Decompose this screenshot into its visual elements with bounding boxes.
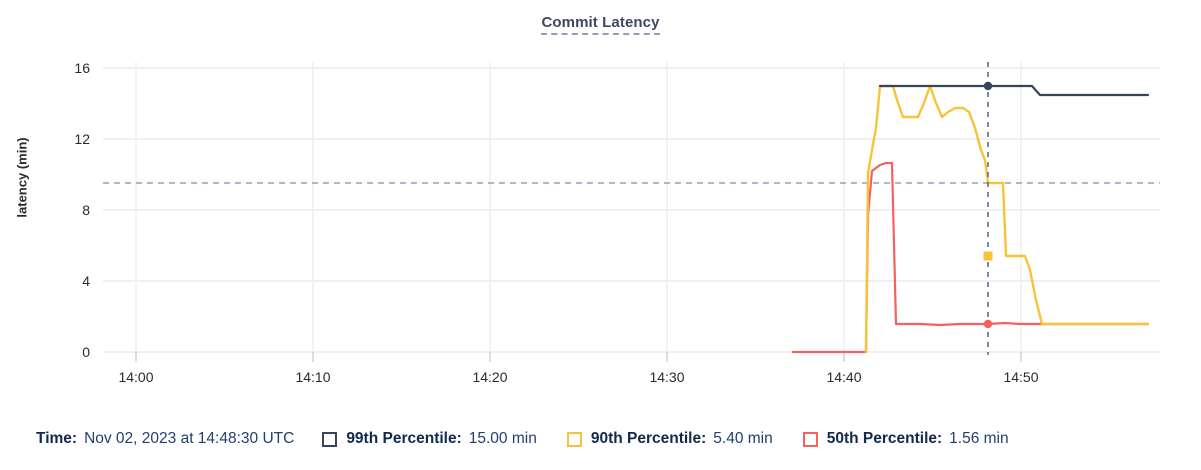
chart-legend: Time: Nov 02, 2023 at 14:48:30 UTC 99th … bbox=[0, 414, 1201, 464]
y-axis-title: latency (min) bbox=[14, 137, 30, 218]
legend-label-p90: 90th Percentile: bbox=[590, 430, 707, 447]
chart-title: Commit Latency bbox=[0, 14, 1201, 35]
x-tick-marks bbox=[135, 352, 1022, 362]
y-tick-4: 4 bbox=[82, 273, 90, 289]
series-line-p50 bbox=[791, 161, 1150, 354]
cursor-marker-p99 bbox=[983, 81, 993, 91]
legend-item-p50[interactable]: 50th Percentile: 1.56 min bbox=[802, 430, 1009, 448]
legend-swatch-p99 bbox=[322, 431, 338, 447]
legend-swatch-p50 bbox=[802, 431, 818, 447]
y-tick-8: 8 bbox=[82, 202, 90, 218]
x-tick-1420: 14:20 bbox=[472, 369, 507, 385]
x-tick-1430: 14:30 bbox=[649, 369, 684, 385]
cursor-marker-p50 bbox=[983, 319, 993, 329]
legend-time: Time: Nov 02, 2023 at 14:48:30 UTC bbox=[36, 430, 294, 448]
legend-value-p90: 5.40 min bbox=[713, 430, 773, 447]
y-gridlines bbox=[103, 67, 1160, 353]
legend-item-p99[interactable]: 99th Percentile: 15.00 min bbox=[322, 430, 537, 448]
legend-time-label: Time: bbox=[36, 430, 78, 447]
chart-title-text: Commit Latency bbox=[541, 14, 660, 35]
legend-label-p50: 50th Percentile: bbox=[826, 430, 943, 447]
x-tick-1400: 14:00 bbox=[118, 369, 153, 385]
x-tick-1450: 14:50 bbox=[1003, 369, 1038, 385]
y-tick-0: 0 bbox=[82, 344, 90, 360]
legend-time-value: Nov 02, 2023 at 14:48:30 UTC bbox=[84, 430, 295, 447]
x-tick-labels: 14:00 14:10 14:20 14:30 14:40 14:50 bbox=[118, 369, 1038, 385]
series-line-p99 bbox=[878, 84, 1150, 97]
plot-area: 16 12 8 4 0 14:00 14:10 14:20 14:30 bbox=[14, 60, 1160, 385]
y-tick-16: 16 bbox=[74, 60, 90, 76]
x-tick-1440: 14:40 bbox=[826, 369, 861, 385]
legend-value-p99: 15.00 min bbox=[468, 430, 537, 447]
x-gridlines bbox=[135, 62, 1022, 355]
series-line-p90 bbox=[864, 84, 1150, 354]
cursor-marker-p90 bbox=[983, 251, 993, 261]
legend-value-p50: 1.56 min bbox=[949, 430, 1009, 447]
chart-svg: 16 12 8 4 0 14:00 14:10 14:20 14:30 bbox=[74, 60, 1160, 385]
y-tick-labels: 16 12 8 4 0 bbox=[74, 60, 90, 360]
legend-item-p90[interactable]: 90th Percentile: 5.40 min bbox=[566, 430, 773, 448]
x-tick-1410: 14:10 bbox=[295, 369, 330, 385]
legend-label-p99: 99th Percentile: bbox=[346, 430, 462, 447]
y-tick-12: 12 bbox=[74, 131, 90, 147]
legend-swatch-p90 bbox=[566, 431, 582, 447]
